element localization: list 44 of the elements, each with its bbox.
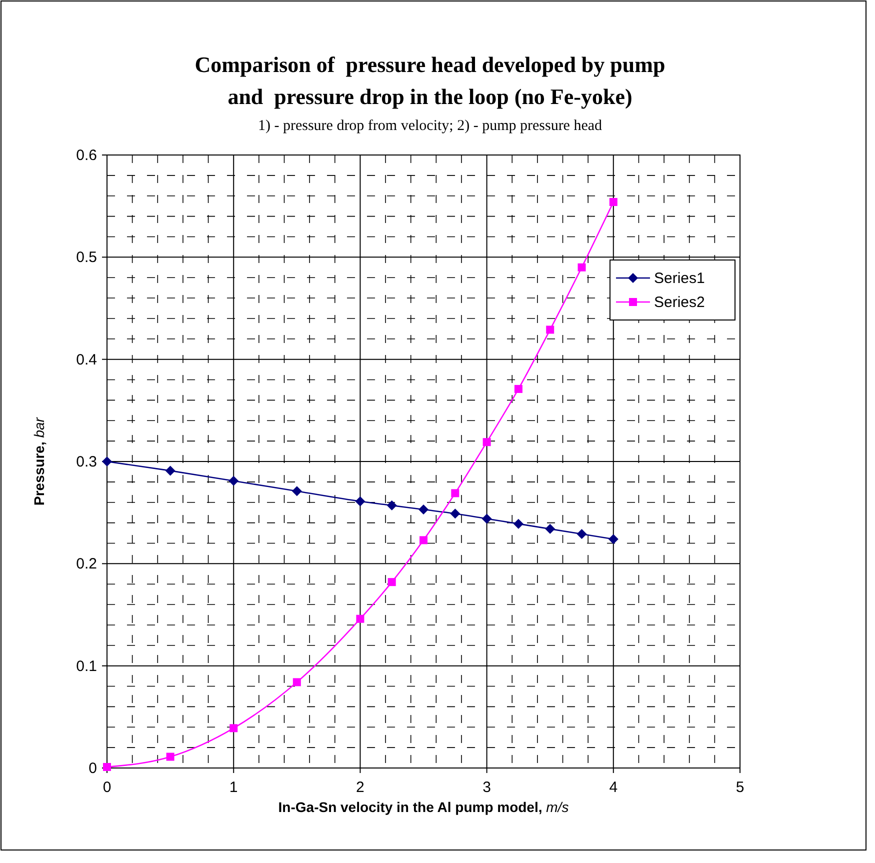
point: [228, 476, 239, 486]
y-axis-title: Pressure, bar: [31, 416, 47, 506]
point: [609, 198, 618, 206]
point: [482, 514, 492, 524]
x-axis-title: In-Ga-Sn velocity in the Al pump model, m/s: [278, 799, 569, 815]
y-tick-label: 0.2: [76, 556, 97, 573]
point: [450, 508, 460, 519]
point: [514, 384, 522, 393]
point: [420, 536, 428, 544]
point: [451, 489, 460, 498]
x-tick-label: 0: [102, 779, 112, 796]
chart-title: Comparison of pressure head developed by pump and pressure drop in the loop (no Fe-yoke): [194, 52, 666, 109]
legend-label: Series2: [654, 294, 705, 311]
legend-label: Series1: [654, 270, 705, 287]
point: [608, 534, 618, 544]
point: [165, 466, 176, 476]
point: [576, 529, 587, 540]
x-tick-label: 1: [229, 779, 238, 796]
y-tick-label: 0.4: [76, 351, 97, 368]
x-tick-label: 2: [356, 779, 364, 796]
y-tick-label: 0.1: [76, 658, 97, 675]
point: [388, 578, 396, 586]
point: [545, 524, 556, 534]
point: [292, 486, 302, 496]
point: [230, 724, 238, 732]
x-tick-label: 3: [482, 779, 491, 796]
y-tick-label: 0.6: [76, 147, 97, 164]
point: [482, 438, 491, 446]
point: [386, 500, 397, 510]
y-tick-label: 0.5: [76, 249, 97, 266]
x-tick-label: 5: [736, 779, 744, 796]
point: [418, 504, 428, 515]
point: [356, 614, 364, 623]
chart-subtitle: 1) - pressure drop from velocity; 2) - pump pressure head: [258, 118, 603, 134]
point: [578, 263, 586, 272]
point: [166, 752, 174, 761]
x-tick-label: 4: [609, 779, 618, 796]
point: [355, 496, 366, 506]
point: [513, 518, 524, 529]
point: [546, 326, 554, 334]
point: [103, 762, 111, 771]
point: [292, 678, 301, 686]
y-tick-label: 0.3: [76, 454, 97, 470]
y-tick-label: 0: [88, 760, 97, 777]
